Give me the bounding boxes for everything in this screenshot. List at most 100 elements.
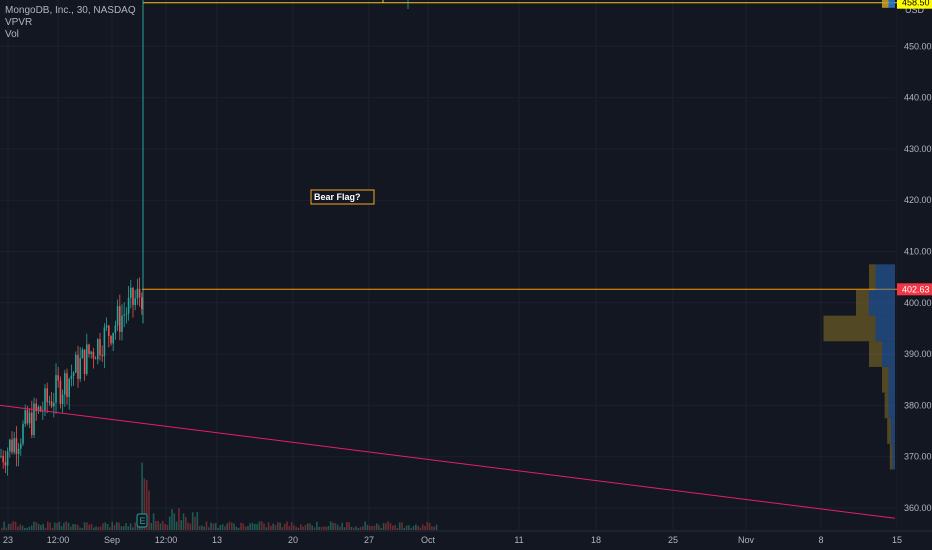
volume-bar [401,522,403,530]
candle [31,412,33,436]
vp-bar-up [875,315,895,342]
volume-bar [189,523,192,530]
candle [103,327,106,357]
candle [70,375,73,379]
volume-bar [3,521,5,530]
earnings-marker-label: E [140,516,146,526]
volume-bar [7,523,10,530]
candle [81,349,84,359]
volume-bar [233,523,235,530]
volume-bar [318,526,320,530]
indicator-volume[interactable]: Vol [5,29,19,40]
candle [68,378,70,397]
volume-bar [171,509,173,530]
candle [0,455,2,457]
volume-bar [412,525,415,530]
candle [15,438,18,454]
volume-bar [435,524,438,530]
volume-bar [431,526,433,530]
candle [108,325,110,336]
volume-bar [168,516,171,530]
volume-bar [40,525,42,530]
volume-bar [127,526,130,530]
time-tick-label: 11 [514,535,523,545]
volume-bar [26,527,28,530]
volume-bar [254,523,256,530]
volume-bar [288,526,291,530]
volume-bar [125,523,127,530]
volume-bar [159,523,162,530]
vp-bar-down [823,315,876,342]
volume-bar [428,522,431,530]
candle [53,402,55,407]
indicator-vpvr[interactable]: VPVR [5,17,33,28]
volume-bar [392,525,394,530]
symbol-title[interactable]: MongoDB, Inc., 30, NASDAQ [5,5,136,16]
price-axis: USD 360.00 370.00 380.00 390.00 400.00 410.00 4… [897,0,932,550]
volume-bar [408,525,410,530]
price-tick-label: 440.00 [904,93,932,103]
volume-bar [219,525,222,530]
volume-bar [47,521,49,530]
volume-bar [277,522,279,530]
volume-bar [357,527,360,530]
price-tag-bg [897,283,932,296]
volume-bar [60,526,63,530]
vp-bar-down [856,289,869,316]
volume-bar [86,522,88,530]
volume-bar [224,526,226,530]
volume-bar [364,521,366,530]
volume-bar [191,512,194,530]
candle [11,439,13,453]
volume-bar [410,527,412,530]
candle [66,373,68,397]
vp-bar-up [888,0,895,8]
volume-bar [387,521,389,530]
price-axis-bg [897,0,932,550]
price-tag-text: 458.50 [902,0,930,8]
volume-bar [175,521,178,530]
candle [55,375,57,403]
price-tag: 402.63 [897,283,932,296]
volume-bar [155,521,157,530]
volume-bar [323,526,325,530]
time-tick-label: Oct [421,535,436,545]
volume-bar [116,522,118,530]
volume-bar [221,524,224,530]
candle [50,401,53,407]
volume-bar [214,522,217,530]
volume-bar [5,527,8,530]
volume-bar [396,527,399,530]
candle [123,314,125,316]
volume-bar [35,522,38,530]
volume-bar [210,522,212,530]
volume-bar [249,523,251,530]
volume-bar [316,521,318,530]
volume-bar [341,522,343,530]
volume-bar [405,525,408,530]
volume-bar [205,521,208,530]
chart-legend: MongoDB, Inc., 30, NASDAQ VPVR Vol [5,5,136,41]
candle [26,410,29,424]
volume-bar [228,521,231,530]
volume-bar [355,526,357,530]
volume-bar [369,525,371,530]
volume-bar [67,522,70,530]
candle [136,288,139,299]
volume-bar [371,525,373,530]
volume-bar [217,527,219,530]
candle [44,388,46,411]
volume-bar [281,527,284,530]
volume-bars [1,462,438,530]
volume-bar [21,525,24,530]
volume-bar [72,523,74,530]
volume-bar [251,522,254,530]
volume-bar [194,516,196,530]
vp-bar-up [891,418,895,444]
volume-bar [148,490,150,530]
candles [0,0,409,476]
candle [22,423,24,444]
volume-bar [81,527,84,530]
volume-bar [118,522,120,530]
